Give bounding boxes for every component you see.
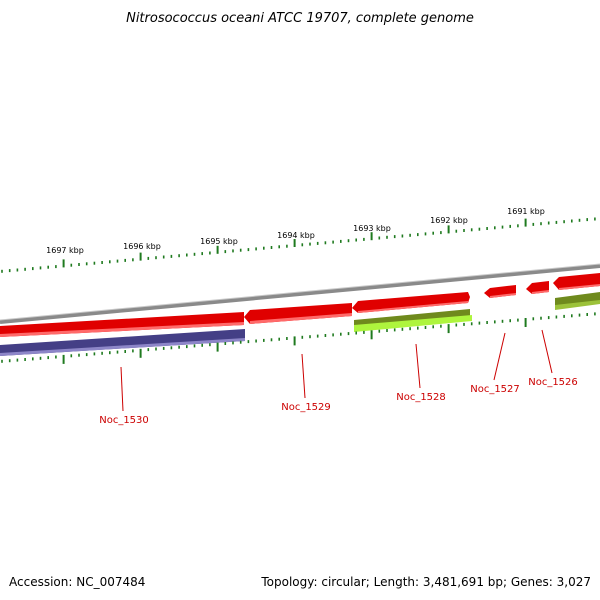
tick-label-1696: 1696 kbp	[123, 242, 161, 251]
label-leaders	[120, 329, 553, 412]
tick-label-1695: 1695 kbp	[200, 237, 238, 246]
map-title: Nitrosococcus oceani ATCC 19707, complet…	[126, 11, 474, 26]
gene-label-noc1526[interactable]: Noc_1526	[528, 377, 578, 388]
genome-summary-text: Topology: circular; Length: 3,481,691 bp…	[260, 575, 591, 589]
gene-arrow-noc1528[interactable]	[352, 292, 470, 313]
gene-arrow-noc1530[interactable]	[0, 312, 244, 337]
tick-label-1692: 1692 kbp	[430, 216, 468, 225]
gene-label-noc1530[interactable]: Noc_1530	[99, 415, 149, 426]
tick-label-1697: 1697 kbp	[46, 246, 84, 255]
accession-text: Accession: NC_007484	[9, 575, 145, 589]
tick-label-1694: 1694 kbp	[277, 231, 315, 240]
ruler-labels: 1697 kbp 1696 kbp 1695 kbp 1694 kbp 1693…	[46, 207, 545, 255]
gene-label-noc1528[interactable]: Noc_1528	[396, 392, 446, 403]
gene-label-noc1527[interactable]: Noc_1527	[470, 384, 520, 395]
gene-arrow-noc1529[interactable]	[244, 303, 352, 324]
lower-ruler	[1, 312, 596, 364]
gene-label-noc1529[interactable]: Noc_1529	[281, 402, 331, 413]
tick-label-1691: 1691 kbp	[507, 207, 545, 216]
upper-ruler	[1, 217, 596, 273]
gene-block-noc1528-alt[interactable]	[354, 309, 470, 327]
tick-label-1693: 1693 kbp	[353, 224, 391, 233]
genome-backbone	[0, 264, 600, 324]
